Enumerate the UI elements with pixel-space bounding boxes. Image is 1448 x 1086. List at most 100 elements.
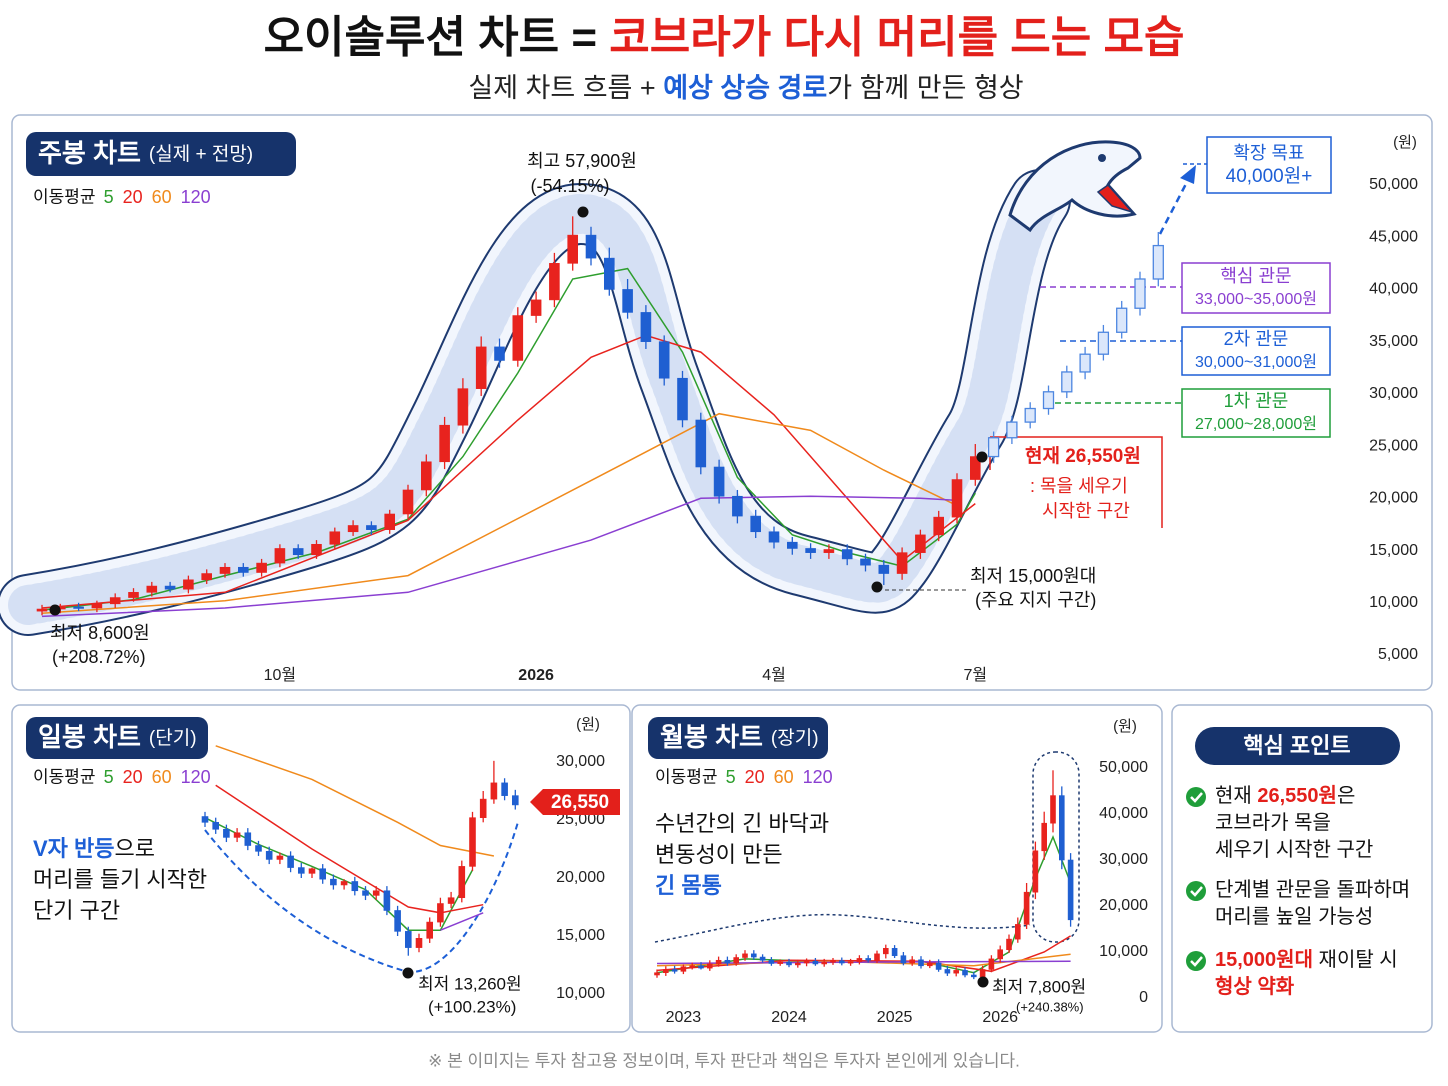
candle-body [1042,391,1055,410]
y-tick-label: 50,000 [1099,759,1148,776]
moving-average-line [440,912,484,931]
body-outline [1032,751,1080,943]
target-box [1206,136,1332,194]
target-range: 33,000~35,000원 [1195,290,1317,308]
candle-body [794,962,801,966]
annotation-dot [871,581,883,593]
panel-title-box [648,717,828,759]
key-point-line-segment: 머리를 높일 가능성 [1215,905,1373,928]
candle-body [997,949,1004,960]
candle-body [73,606,84,609]
annotation-dot [49,604,61,616]
candle-body [347,525,359,533]
legend-entry: 20 [123,187,143,207]
candle-body [1024,407,1036,423]
candle-body [823,549,835,553]
candle-body [265,851,273,860]
annotation: 최저 8,600원 [50,623,150,643]
key-point-line: 현재 26,550원은 [1215,784,1355,807]
y-tick-label: 20,000 [1099,897,1148,914]
candle-body [680,966,687,972]
candle-body [698,965,704,969]
candle-body [838,960,845,964]
candle-body [146,585,158,593]
candle-body [585,234,597,259]
candle-body [1097,331,1110,355]
y-tick-label: 40,000 [1099,805,1148,822]
annotation-dot [976,451,988,463]
cobra-outline [0,140,1142,636]
candle-body [900,955,907,964]
moving-average-line [215,745,495,857]
x-tick-label: 10월 [264,666,297,684]
legend-entry: 120 [181,767,211,787]
chart: 일봉 차트 (단기) 이동평균 5 20 60 120 (원) 30,000 25,000 20,0… [26,716,620,1016]
candle-body [915,534,926,553]
candle-body [662,969,669,973]
candle-body [732,495,743,517]
y-tick-label: 35,000 [1369,333,1418,350]
candle-body [821,961,828,965]
target-range: 40,000원+ [1226,165,1313,187]
annotation: (+240.38%) [1016,999,1084,1014]
candle-body [366,525,377,530]
candle-body [511,795,519,806]
candle-body [750,515,762,533]
chart: 주봉 차트 (실제 + 전망) 이동평균 5 20 60 120 (원) 50,000 45,00… [26,132,1418,684]
annotation-dot [577,206,589,218]
moving-average-line [41,412,958,614]
y-tick-label: 30,000 [556,753,605,770]
candle-body [768,531,780,543]
legend-entry: 5 [104,187,114,207]
page-subtitle: 실제 차트 흐름 + 예상 상승 경로가 함께 만든 형상 [468,73,1023,103]
key-points-panel [1171,704,1433,1033]
candle-body [969,456,981,480]
candle-body [891,948,898,956]
candle-body [420,461,432,491]
y-tick-label: 30,000 [1099,851,1148,868]
page-subtitle-segment: 가 함께 만든 형상 [827,73,1023,103]
key-point-line: 머리를 높일 가능성 [1215,905,1373,928]
legend-entry: 5 [104,767,114,787]
candle-body [1059,795,1065,861]
legend-title: 이동평균 [33,767,96,786]
candle-body [256,562,267,573]
candle-body [1079,353,1091,373]
panel-note: V자 반등으로 [33,836,155,861]
candle-body [439,424,450,463]
candle-body [1023,891,1030,925]
candle-body [742,953,748,958]
candle-body [882,948,889,955]
candle-body [1152,244,1164,280]
x-tick-label: 2023 [666,1009,702,1026]
panel-note-segment: 긴 몸통 [655,873,722,898]
legend-entry: 60 [152,187,172,207]
panel-title-box [26,717,208,759]
legend-entry: 60 [774,767,794,787]
annotation: (+208.72%) [52,647,146,667]
page-subtitle-segment: 예상 상승 경로 [663,73,827,103]
y-tick-label: 20,000 [1369,490,1418,507]
panel-note: 긴 몸통 [655,873,722,898]
candle-body [1050,795,1056,824]
candle-body [706,963,713,969]
legend-title: 이동평균 [655,767,718,786]
axis-unit: (원) [1113,718,1137,735]
candle-body [530,299,542,316]
moving-average-line [656,935,1071,973]
panel-title: 일봉 차트 (단기) [38,722,197,752]
y-tick-label: 10,000 [1369,594,1418,611]
y-tick-label: 10,000 [556,985,605,1002]
key-points-title: 핵심 포인트 [1243,733,1350,758]
candle-body [677,377,688,421]
x-tick-label: 4월 [762,666,786,684]
check-icon [1186,787,1206,807]
candle-body [841,549,853,560]
y-tick-label: 50,000 [1369,176,1418,193]
panel-title: 월봉 차트 (장기) [660,722,819,752]
candle-body [201,816,209,823]
candle-body [469,817,476,867]
candle-body [223,828,230,838]
key-point-line-segment: 현재 [1215,784,1257,807]
